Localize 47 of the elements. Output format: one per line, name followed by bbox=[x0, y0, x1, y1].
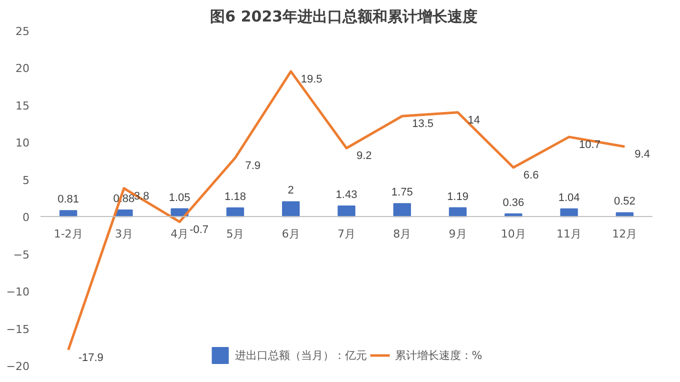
y-tick-label: 15 bbox=[16, 99, 30, 112]
data-label: 10.7 bbox=[579, 138, 600, 151]
data-label: 9.2 bbox=[356, 150, 372, 162]
x-tick-label: 10月 bbox=[500, 228, 526, 241]
x-tick-label: 7月 bbox=[338, 228, 356, 241]
x-tick-label: 9月 bbox=[448, 228, 467, 241]
legend-label: 进出口总额（当月）：亿元 bbox=[234, 348, 367, 362]
data-label: 9.4 bbox=[634, 148, 650, 161]
bar bbox=[282, 201, 300, 218]
y-tick-label: 25 bbox=[16, 25, 30, 38]
data-label: -17.9 bbox=[78, 352, 104, 364]
x-tick-label: 5月 bbox=[226, 228, 244, 241]
legend-label: 累计增长速度：% bbox=[394, 348, 482, 362]
data-label: 19.5 bbox=[300, 73, 322, 86]
y-tick-label: −5 bbox=[13, 248, 30, 262]
y-tick-label: 20 bbox=[16, 62, 30, 76]
x-tick-label: 12月 bbox=[612, 228, 638, 241]
x-tick-label: 3月 bbox=[114, 228, 133, 241]
data-label: 0.36 bbox=[502, 196, 524, 209]
data-label: 1.05 bbox=[168, 192, 190, 204]
data-label: 1.18 bbox=[224, 190, 246, 203]
chart-title: 图6 2023年进出口总额和累计增长速度 bbox=[210, 8, 478, 26]
y-tick-label: 10 bbox=[16, 136, 30, 150]
x-tick-label: 6月 bbox=[282, 228, 300, 241]
data-label: 7.9 bbox=[245, 160, 261, 172]
data-label: 14 bbox=[468, 114, 480, 126]
x-tick-label: 11月 bbox=[556, 228, 582, 241]
bar bbox=[338, 205, 356, 218]
bar bbox=[393, 203, 411, 218]
x-tick-label: 8月 bbox=[393, 228, 412, 241]
y-tick-label: −20 bbox=[6, 360, 30, 373]
data-label: 0.81 bbox=[58, 194, 80, 206]
data-label: -0.7 bbox=[190, 224, 209, 236]
x-tick-label: 1-2月 bbox=[54, 228, 83, 241]
data-label: 1.04 bbox=[558, 192, 580, 204]
data-label: 1.75 bbox=[391, 186, 413, 199]
y-tick-label: 5 bbox=[22, 174, 30, 187]
data-label: 2 bbox=[288, 184, 294, 197]
data-label: 1.43 bbox=[336, 188, 358, 201]
y-tick-label: 0 bbox=[22, 211, 30, 224]
y-tick-label: −15 bbox=[6, 322, 30, 336]
y-tick-label: −10 bbox=[6, 286, 30, 299]
x-tick-label: 4月 bbox=[170, 228, 189, 241]
data-label: 6.6 bbox=[523, 169, 539, 182]
data-label: 13.5 bbox=[412, 118, 434, 130]
data-label: 0.52 bbox=[614, 196, 636, 208]
data-label: 1.19 bbox=[447, 190, 468, 203]
